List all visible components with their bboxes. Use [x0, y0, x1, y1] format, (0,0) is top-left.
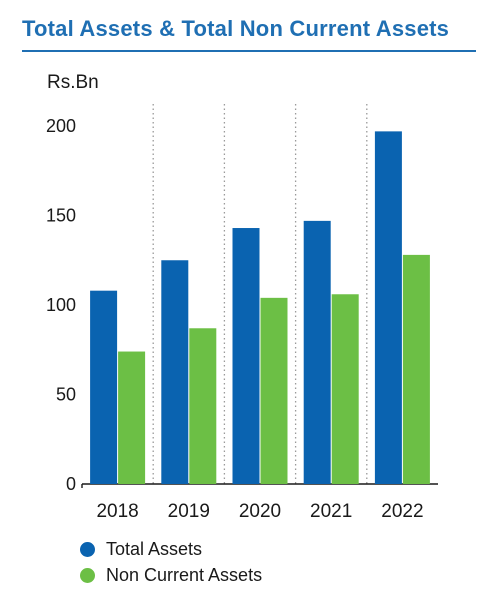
title-underline	[22, 50, 476, 52]
y-tick-label: 50	[56, 385, 76, 405]
y-tick-label: 0	[66, 474, 76, 494]
x-tick-label: 2021	[310, 501, 352, 522]
y-tick-label: 100	[46, 295, 76, 315]
bar-total-assets-2021	[303, 220, 331, 484]
bar-non-current-assets-2018	[118, 351, 146, 484]
legend-item-total-assets: Total Assets	[80, 536, 262, 562]
bar-total-assets-2018	[90, 290, 118, 484]
legend-marker-non-current-assets	[80, 567, 95, 583]
chart-title: Total Assets & Total Non Current Assets	[22, 16, 450, 41]
legend: Total Assets Non Current Assets	[80, 536, 262, 588]
category-separators	[152, 104, 368, 484]
y-tick-label: 200	[46, 116, 76, 136]
bar-non-current-assets-2019	[189, 328, 217, 484]
bar-total-assets-2022	[374, 131, 402, 484]
x-tick-label: 2022	[381, 501, 423, 522]
x-tick-labels: 2018 2019 2020 2021 2022	[96, 501, 423, 522]
bar-non-current-assets-2020	[260, 297, 288, 484]
y-tick-labels: 0 50 100 150 200	[46, 116, 76, 494]
axes	[81, 483, 438, 488]
bar-total-assets-2019	[161, 260, 189, 484]
x-tick-label: 2020	[239, 501, 281, 522]
bar-non-current-assets-2022	[402, 254, 430, 484]
bars	[90, 131, 430, 484]
x-tick-label: 2018	[96, 501, 138, 522]
legend-item-non-current-assets: Non Current Assets	[80, 562, 262, 588]
y-axis-unit-label: Rs.Bn	[47, 72, 99, 93]
legend-label: Total Assets	[106, 538, 203, 559]
bar-non-current-assets-2021	[331, 294, 359, 484]
legend-label: Non Current Assets	[106, 564, 263, 585]
legend-marker-total-assets	[80, 541, 95, 557]
bar-total-assets-2020	[232, 228, 260, 484]
y-tick-label: 150	[46, 206, 76, 226]
x-tick-label: 2019	[168, 501, 210, 522]
